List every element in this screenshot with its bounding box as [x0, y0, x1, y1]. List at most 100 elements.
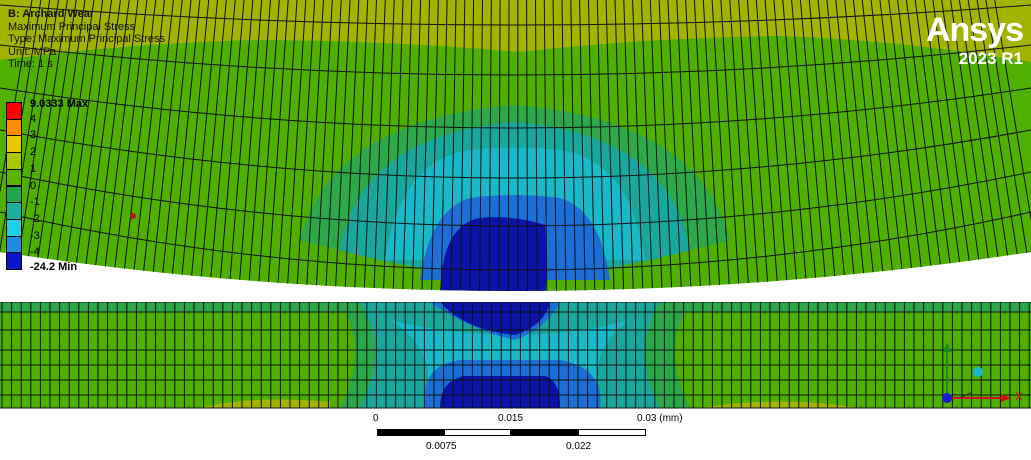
result-name: Maximum Principal Stress	[8, 20, 136, 33]
mesh-line	[392, 0, 404, 290]
mesh-line	[941, 0, 980, 260]
legend-max-label: 9.0333 Max	[30, 98, 89, 110]
mesh-line	[640, 0, 653, 290]
scale-label-bottom-1: 0.022	[566, 441, 592, 452]
mesh-line	[976, 0, 1018, 255]
legend-label-8: -4	[30, 246, 40, 259]
mesh-line	[56, 0, 95, 261]
legend-label-7: -3	[30, 229, 40, 242]
mesh-line	[37, 0, 77, 258]
axis-triad[interactable]	[935, 340, 1025, 410]
mesh-line	[676, 0, 692, 288]
mesh-line	[755, 0, 778, 282]
mesh-line	[469, 0, 475, 291]
mesh-line	[258, 0, 280, 283]
mesh-line	[191, 0, 218, 277]
mesh-line	[923, 0, 961, 263]
mesh-line	[383, 0, 395, 290]
mesh-line	[104, 0, 139, 267]
mesh-line	[552, 0, 557, 291]
legend-band-7[interactable]	[6, 218, 22, 237]
brand-name: Ansys	[925, 11, 1024, 49]
scale-segment-4	[578, 429, 646, 436]
mesh-line	[799, 0, 826, 278]
legend-label-3: 1	[30, 162, 37, 175]
mesh-line	[47, 0, 86, 260]
legend-band-4[interactable]	[6, 168, 22, 187]
mesh-line	[373, 0, 386, 290]
mesh-line	[844, 0, 874, 273]
ansys-logo: Ansys 2023 R1	[925, 11, 1024, 68]
legend-label-4: 0	[30, 179, 37, 192]
mesh-line	[649, 0, 663, 289]
mesh-line	[210, 0, 236, 279]
mesh-line	[870, 0, 903, 270]
legend-band-0[interactable]	[6, 102, 22, 120]
mesh-line	[315, 0, 333, 287]
mesh-line	[219, 0, 245, 279]
mesh-line	[711, 0, 730, 286]
mesh-line	[835, 0, 865, 274]
mesh-line	[143, 0, 174, 272]
scale-label-top-2: 0.03 (mm)	[637, 413, 683, 424]
legend-min-label: -24.2 Min	[30, 261, 78, 273]
mesh-line	[861, 0, 893, 271]
mesh-line	[0, 171, 1031, 227]
legend-band-1[interactable]	[6, 118, 22, 137]
legend-label-6: -2	[30, 212, 40, 225]
mesh-line	[27, 0, 68, 257]
legend-band-8[interactable]	[6, 235, 22, 254]
legend-band-3[interactable]	[6, 152, 22, 170]
mesh-line	[488, 0, 492, 291]
legend-band-9[interactable]	[6, 252, 22, 270]
mesh-line	[354, 0, 369, 289]
mesh-line	[967, 0, 1009, 256]
legend-band-2[interactable]	[6, 135, 22, 154]
mesh-line	[421, 0, 430, 291]
mesh-line	[296, 0, 316, 285]
mesh-line	[18, 0, 59, 255]
mesh-line	[306, 0, 324, 286]
mesh-line	[440, 0, 448, 291]
result-time: Time: 1 s	[8, 58, 53, 70]
mesh-line	[746, 0, 769, 283]
scale-segment-2	[444, 429, 511, 436]
legend-label-0: 4	[30, 112, 37, 125]
mesh-line	[152, 0, 183, 273]
mesh-line	[411, 0, 422, 291]
lower-body	[0, 302, 1031, 408]
scale-label-bottom-0: 0.0075	[426, 441, 457, 452]
legend-label-2: 2	[30, 146, 37, 159]
analysis-title: B: Archard Wear	[8, 8, 95, 20]
result-header: B: Archard Wear Maximum Principal Stress…	[8, 8, 165, 71]
mesh-line	[623, 0, 634, 290]
mesh-line	[325, 0, 342, 287]
mesh-line	[402, 0, 413, 291]
mesh-line	[720, 0, 740, 285]
mesh-line	[914, 0, 951, 264]
mesh-line	[0, 211, 1031, 271]
mesh-line	[729, 0, 749, 284]
mesh-line	[596, 0, 605, 291]
mesh-line	[0, 44, 1031, 76]
scale-label-top-0: 0	[373, 413, 379, 424]
mesh-line	[570, 0, 577, 291]
mesh-line	[363, 0, 377, 289]
mesh-line	[888, 0, 922, 268]
mesh-line	[632, 0, 644, 290]
mesh-line	[826, 0, 855, 275]
mesh-line	[526, 0, 529, 291]
mesh-line	[985, 0, 1028, 253]
mesh-line	[229, 0, 254, 280]
z-axis-sphere	[942, 393, 952, 403]
mesh-line	[808, 0, 836, 277]
probe-marker[interactable]	[130, 213, 136, 219]
mesh-line	[450, 0, 457, 291]
scale-segment-1	[377, 429, 444, 436]
legend-band-6[interactable]	[6, 202, 22, 220]
scale-bar: 0 0.015 0.03 (mm) 0.0075 0.022	[0, 410, 1031, 460]
legend-band-5[interactable]	[6, 185, 22, 204]
mesh-line	[344, 0, 360, 288]
mesh-line	[693, 0, 711, 287]
